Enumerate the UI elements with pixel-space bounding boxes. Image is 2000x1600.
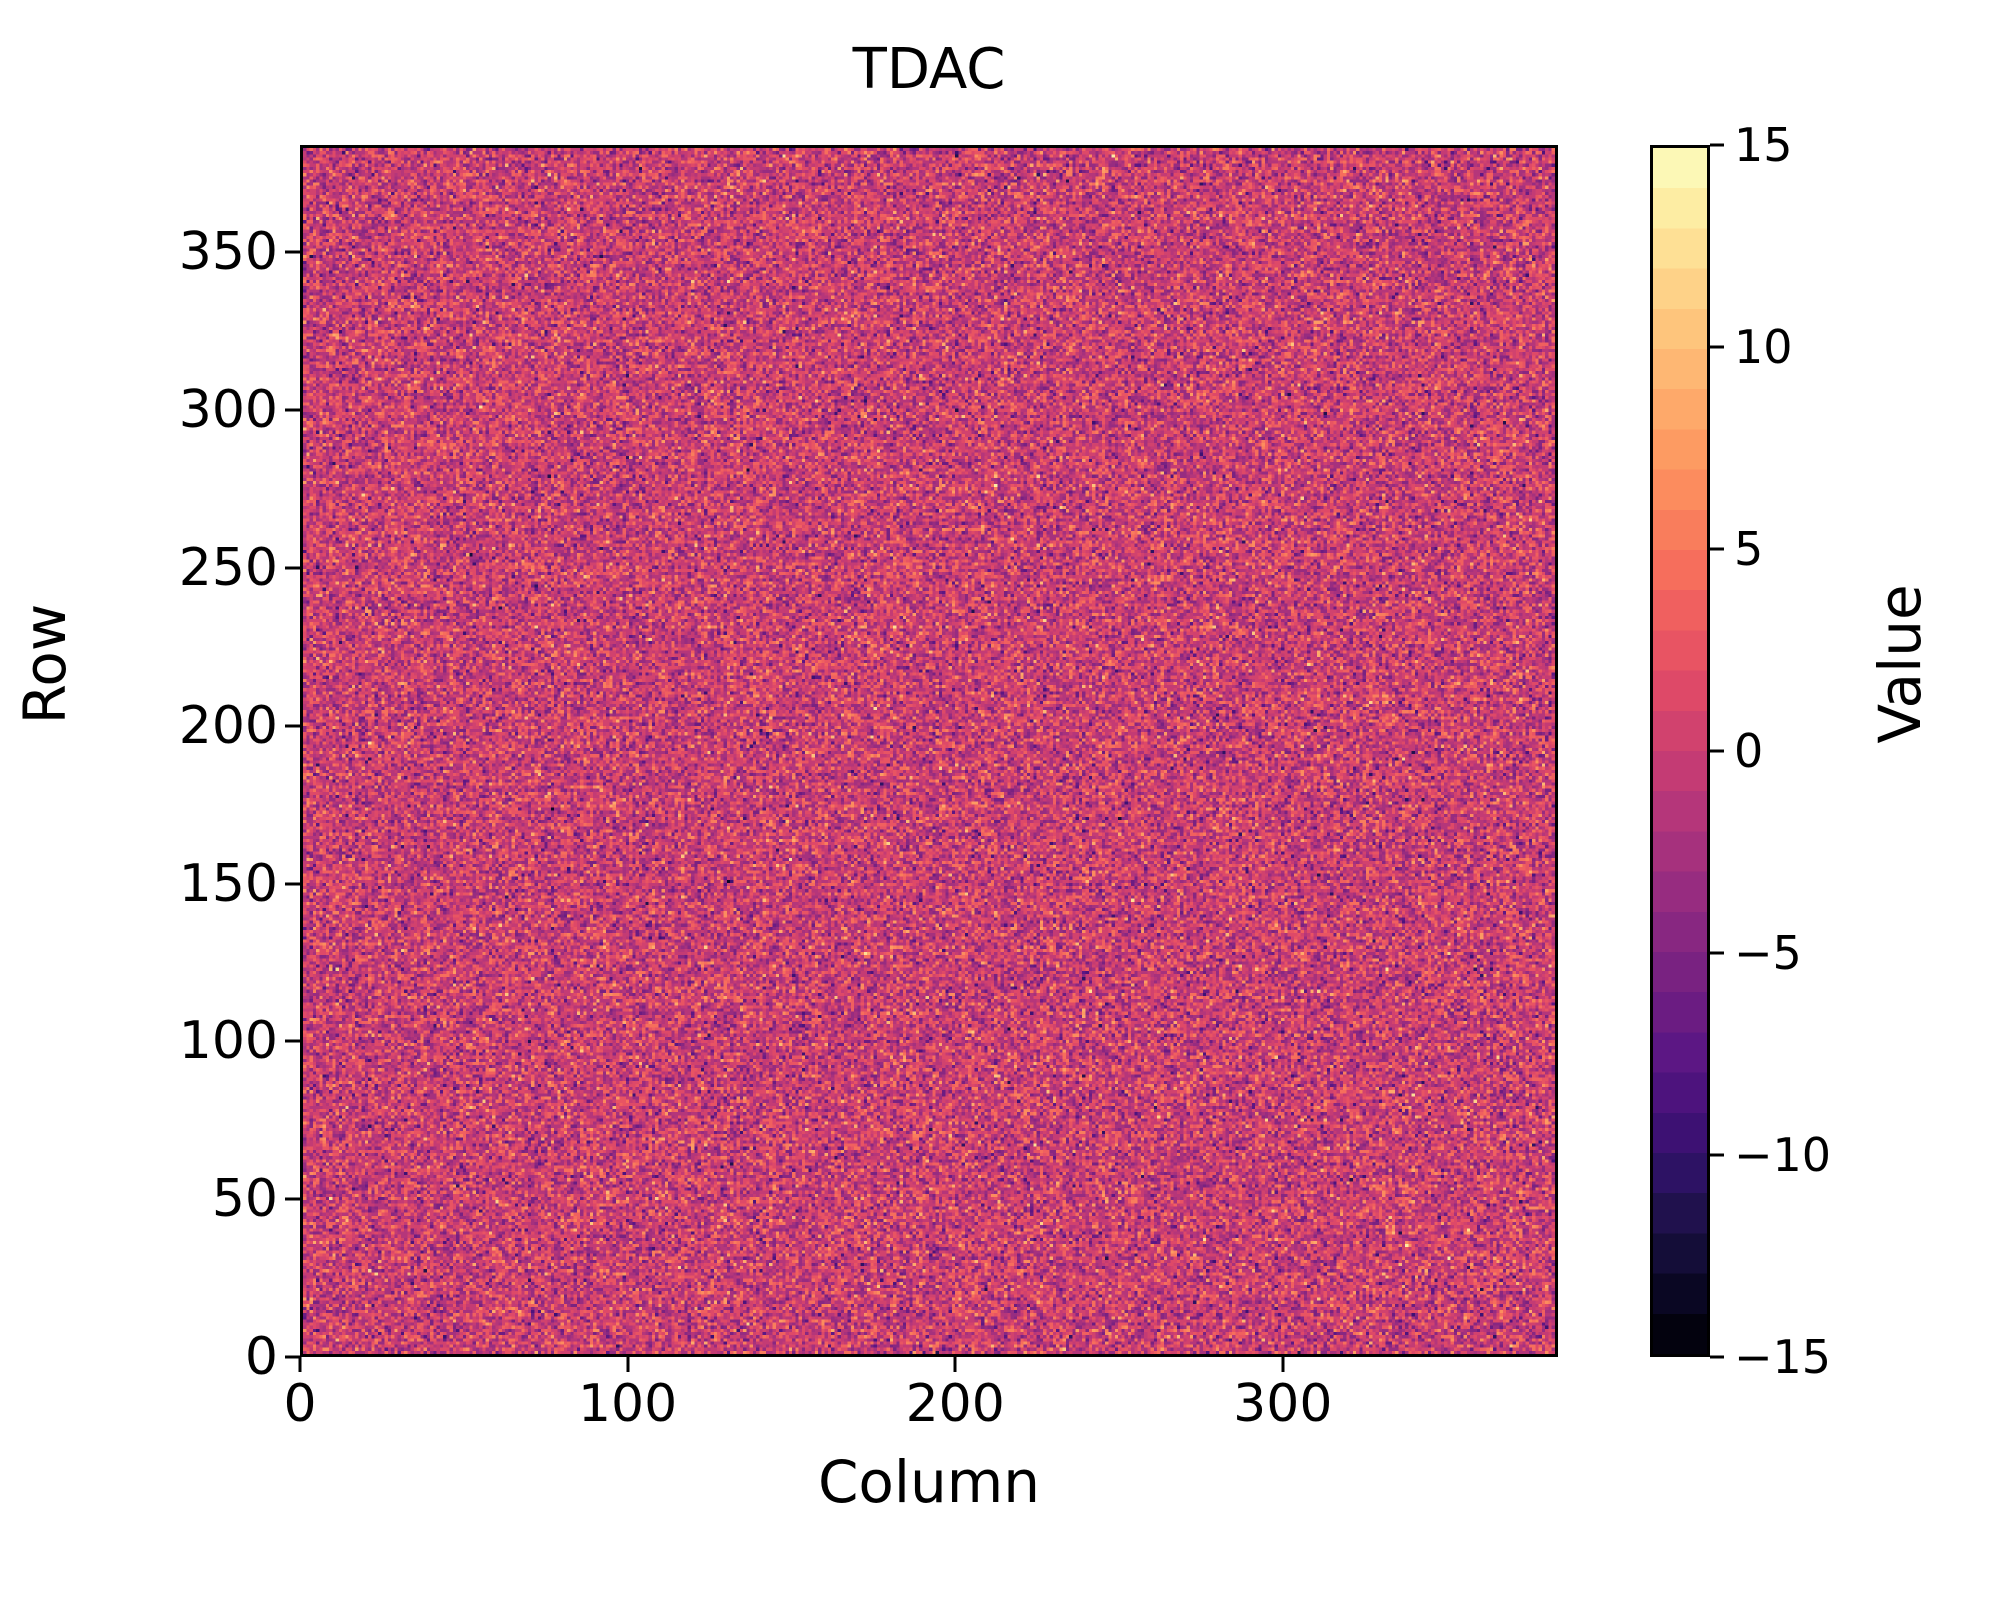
heatmap-axes[interactable] — [300, 145, 1558, 1357]
heatmap-image — [303, 148, 1555, 1354]
colorbar-tick-label: 5 — [1734, 522, 1764, 576]
x-axis-tick-label: 100 — [577, 1374, 678, 1434]
colorbar-tick-label: −10 — [1734, 1128, 1832, 1182]
y-axis-tick-label: 100 — [178, 1011, 278, 1072]
colorbar-label: Value — [1866, 584, 1934, 744]
colorbar-tick-label: −5 — [1734, 926, 1802, 980]
y-axis-tick-mark — [285, 1039, 300, 1043]
y-axis-tick-mark — [285, 250, 300, 254]
x-axis-tick-mark — [298, 1357, 302, 1372]
x-axis-tick-label: 200 — [905, 1374, 1005, 1434]
y-axis-label: Row — [11, 603, 79, 725]
y-axis-tick-label: 350 — [178, 222, 278, 283]
x-axis-label: Column — [817, 1448, 1041, 1516]
colorbar-tick-mark — [1710, 951, 1724, 955]
x-axis-tick-label: 300 — [1233, 1374, 1333, 1434]
colorbar-tick-mark — [1710, 143, 1724, 147]
colorbar-axes[interactable] — [1650, 145, 1710, 1357]
y-axis-tick-label: 200 — [178, 695, 278, 756]
x-axis-tick-mark — [1281, 1357, 1285, 1372]
colorbar-tick-label: 15 — [1734, 118, 1793, 172]
y-axis-tick-label: 0 — [244, 1327, 278, 1387]
y-axis-tick-label: 300 — [178, 380, 278, 441]
chart-title: TDAC — [852, 37, 1006, 102]
y-axis-tick-mark — [285, 1355, 300, 1359]
colorbar-tick-label: −15 — [1734, 1330, 1832, 1384]
colorbar-tick-label: 0 — [1734, 724, 1764, 778]
y-axis-tick-mark — [285, 566, 300, 570]
y-axis-tick-mark — [285, 724, 300, 728]
y-axis-tick-label: 250 — [178, 537, 278, 598]
colorbar-image — [1653, 148, 1707, 1354]
y-axis-tick-label: 150 — [178, 853, 278, 914]
colorbar-tick-mark — [1710, 345, 1724, 349]
y-axis-tick-label: 50 — [211, 1169, 278, 1230]
x-axis-tick-mark — [953, 1357, 957, 1372]
y-axis-tick-mark — [285, 1197, 300, 1201]
colorbar-tick-mark — [1710, 1153, 1724, 1157]
y-axis-tick-mark — [285, 882, 300, 886]
y-axis-tick-mark — [285, 408, 300, 412]
colorbar-tick-mark — [1710, 547, 1724, 551]
colorbar-tick-mark — [1710, 749, 1724, 753]
x-axis-tick-mark — [626, 1357, 630, 1372]
colorbar-tick-label: 10 — [1734, 320, 1793, 374]
x-axis-tick-label: 0 — [283, 1374, 317, 1434]
colorbar-tick-mark — [1710, 1355, 1724, 1359]
